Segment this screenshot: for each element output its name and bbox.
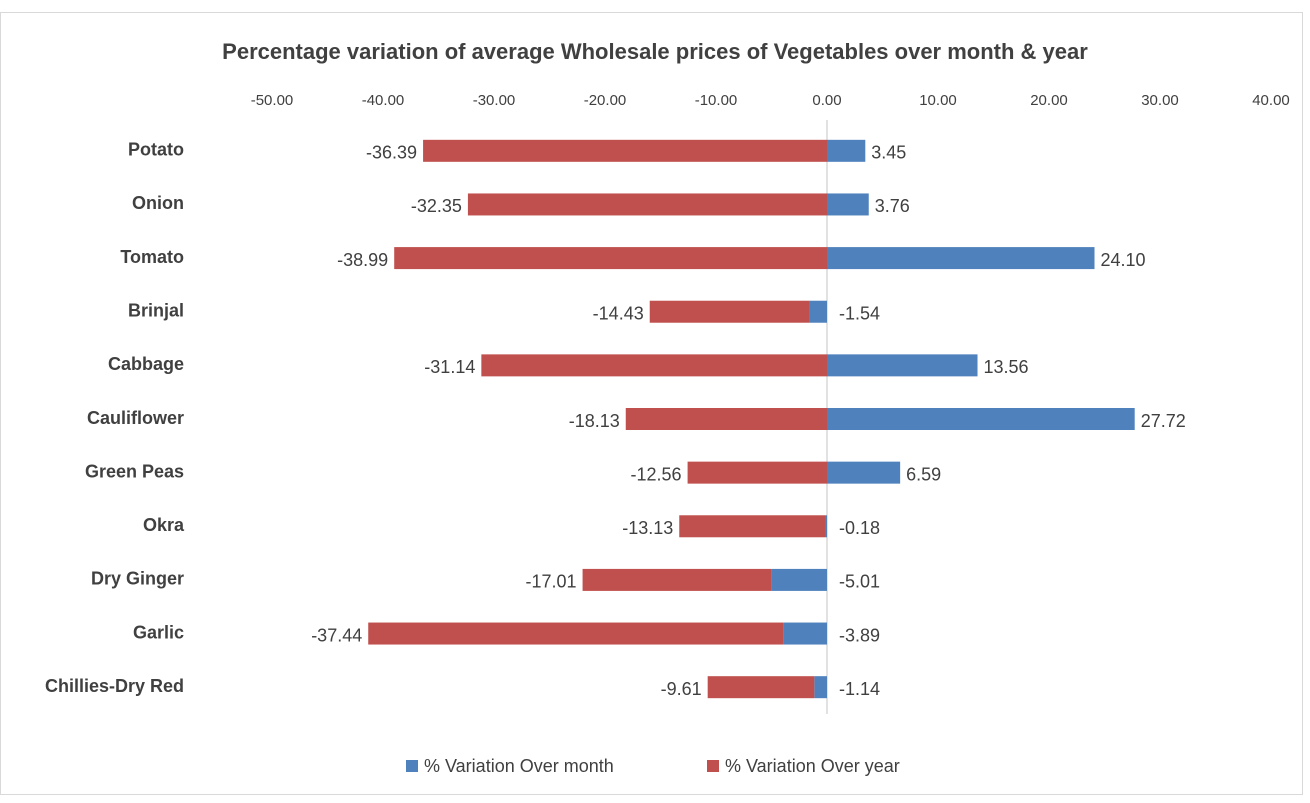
data-label: -13.13	[622, 518, 673, 538]
data-label: -38.99	[337, 250, 388, 270]
bar	[687, 461, 827, 484]
bar	[423, 139, 827, 162]
x-tick-label: -30.00	[473, 92, 516, 109]
data-label: -32.35	[411, 196, 462, 216]
y-tick-label: Green Peas	[85, 461, 184, 481]
chart-title: Percentage variation of average Wholesal…	[222, 39, 1088, 64]
bar	[679, 515, 826, 538]
bar	[814, 676, 827, 699]
y-tick-label: Cauliflower	[87, 408, 184, 428]
bar	[827, 354, 978, 377]
bar	[827, 247, 1095, 270]
data-label: -1.14	[839, 679, 880, 699]
bar	[481, 354, 827, 377]
data-label: -37.44	[311, 625, 362, 645]
data-label: -12.56	[631, 464, 682, 484]
bar	[825, 515, 827, 538]
x-tick-label: -20.00	[584, 92, 627, 109]
legend-label: % Variation Over month	[424, 756, 614, 776]
x-tick-label: 30.00	[1141, 92, 1179, 109]
data-label: -36.39	[366, 143, 417, 163]
data-label: -14.43	[593, 303, 644, 323]
y-tick-label: Brinjal	[128, 300, 184, 320]
bar	[783, 622, 827, 645]
bar	[827, 139, 866, 162]
data-label: -0.18	[839, 518, 880, 538]
y-tick-label: Garlic	[133, 622, 184, 642]
x-tick-label: 0.00	[812, 92, 841, 109]
legend-swatch	[406, 760, 418, 772]
data-label: 6.59	[906, 464, 941, 484]
data-label: -31.14	[424, 357, 475, 377]
bar	[809, 300, 827, 323]
x-tick-label: 40.00	[1252, 92, 1290, 109]
x-tick-label: -50.00	[251, 92, 294, 109]
data-label: -18.13	[569, 411, 620, 431]
y-tick-label: Dry Ginger	[91, 569, 184, 589]
legend-label: % Variation Over year	[725, 756, 900, 776]
y-tick-label: Okra	[143, 515, 185, 535]
bar	[827, 461, 901, 484]
bar	[625, 408, 827, 430]
x-tick-label: -40.00	[362, 92, 405, 109]
bar	[582, 568, 772, 591]
bar	[394, 247, 827, 270]
y-tick-label: Cabbage	[108, 354, 184, 374]
data-label: -3.89	[839, 625, 880, 645]
bar	[649, 300, 810, 323]
data-label: 13.56	[984, 357, 1029, 377]
x-tick-label: 20.00	[1030, 92, 1068, 109]
data-label: 27.72	[1141, 411, 1186, 431]
chart-border	[0, 12, 1303, 795]
data-label: 24.10	[1101, 250, 1146, 270]
legend-swatch	[707, 760, 719, 772]
y-tick-label: Potato	[128, 140, 184, 160]
bar	[368, 622, 784, 645]
data-label: 3.76	[875, 196, 910, 216]
data-label: -5.01	[839, 572, 880, 592]
y-tick-label: Onion	[132, 193, 184, 213]
x-tick-label: 10.00	[919, 92, 957, 109]
y-tick-label: Tomato	[120, 247, 184, 267]
data-label: -17.01	[526, 572, 577, 592]
x-tick-label: -10.00	[695, 92, 738, 109]
y-tick-label: Chillies-Dry Red	[45, 676, 184, 696]
bar	[827, 193, 869, 216]
data-label: 3.45	[871, 143, 906, 163]
data-label: -9.61	[661, 679, 702, 699]
bar	[707, 676, 815, 699]
bar	[467, 193, 827, 216]
data-label: -1.54	[839, 303, 880, 323]
bar	[771, 568, 827, 591]
bar	[827, 408, 1135, 430]
